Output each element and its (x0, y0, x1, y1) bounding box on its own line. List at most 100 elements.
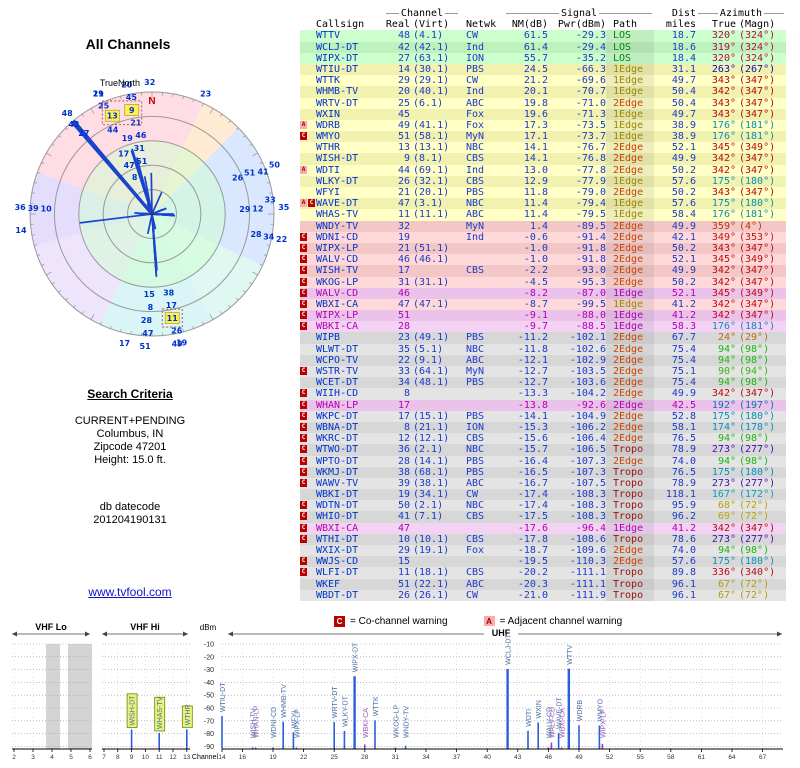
cell-noise-margin: 20.1 (523, 86, 548, 98)
cell-path: Tropo (606, 477, 654, 490)
cell-path: 2Edge (606, 187, 654, 199)
criteria-mode: CURRENT+PENDING (74, 415, 186, 427)
signal-label: WISH-TV (251, 708, 258, 738)
cell-callsign: WCPO-TV (316, 354, 359, 366)
radar-channel-label: 23 (200, 89, 211, 98)
cell-callsign: WKEF (316, 578, 341, 590)
co-channel-badge: C (334, 616, 345, 627)
cell-real-channel: 17 (397, 399, 410, 411)
cell-noise-margin: -0.6 (523, 231, 548, 243)
cell-network: Ind (466, 231, 485, 243)
vhf-hi-band-label: VHF Hi (130, 622, 160, 632)
cell-azimuth-true: 175° (711, 198, 736, 210)
cell-real-channel: 26 (397, 175, 410, 187)
warning-markers: C (300, 288, 316, 299)
cell-network: CBS (466, 153, 485, 165)
cell-azimuth-magnetic: (72°) (739, 511, 770, 523)
table-row: WTTK 29 (29.1) CW 21.2 -69.6 1Edge 49.7 343° (347… (300, 75, 786, 87)
cell-network: ABC (466, 209, 485, 221)
cell-power: -92.6 (575, 399, 606, 411)
channel-tick-label: 34 (422, 754, 430, 761)
cell-virtual-channel: (14.1) (413, 455, 450, 467)
col-header-true: True (711, 19, 736, 31)
cell-miles: 58.3 (671, 321, 696, 333)
table-row: C WLFI-DT 11 (18.1) CBS -20.2 -111.1 Tropo 89.8 3… (300, 567, 786, 579)
co-channel-marker: C (300, 501, 307, 510)
cell-miles: 41.2 (671, 310, 696, 322)
warning-markers: C (300, 556, 316, 567)
cell-power: -96.4 (575, 522, 606, 534)
uhf-band-label: UHF (492, 628, 511, 638)
cell-callsign: WTTK (316, 75, 341, 87)
cell-path: 1Edge (606, 75, 654, 87)
cell-miles: 57.6 (671, 198, 696, 210)
cell-miles: 74.0 (671, 545, 696, 556)
warning-markers: C (300, 500, 316, 511)
page-title: All Channels (85, 36, 171, 52)
table-row: WNDY-TV 32 MyN 1.4 -89.5 2Edge 49.9 359° (4°) (300, 220, 786, 232)
cell-noise-margin: -2.2 (523, 265, 548, 277)
cell-network (460, 277, 504, 288)
channel-tick-label: 43 (514, 754, 522, 761)
cell-noise-margin: -20.3 (517, 578, 548, 590)
table-row: C WIIH-CD 8 -13.3 -104.2 2Edge 49.9 342° (347°) (300, 388, 786, 400)
cell-virtual-channel (410, 400, 460, 411)
radar-channel-label: 17 (166, 301, 177, 310)
cell-azimuth-magnetic: (98°) (739, 343, 770, 355)
svg-text:WBXI-CA: WBXI-CA (560, 708, 567, 738)
cell-path: 2Edge (606, 265, 654, 277)
radar-channel-label: 19 (122, 134, 134, 143)
adjacent-channel-marker: A (300, 165, 307, 174)
cell-noise-margin: -11.2 (517, 332, 548, 344)
signal-label: WMYO (597, 698, 604, 721)
warning-markers (300, 209, 316, 220)
svg-text:WDRB: WDRB (577, 700, 584, 722)
cell-azimuth-true: 342° (711, 164, 736, 176)
cell-callsign: WDTI (316, 164, 341, 176)
cell-azimuth-magnetic: (277°) (739, 444, 776, 456)
radar-channel-label: 39 (28, 204, 40, 213)
cell-azimuth-true: 349° (711, 231, 736, 243)
cell-noise-margin: 13.0 (523, 164, 548, 176)
channel-tick-label: 19 (269, 754, 277, 761)
cell-real-channel: 25 (397, 97, 410, 109)
cell-power: -111.1 (569, 567, 606, 579)
warning-markers: C (300, 277, 316, 288)
cell-azimuth-magnetic: (277°) (739, 533, 776, 545)
cell-callsign: WLKY-DT (316, 175, 359, 187)
cell-network: Ind (466, 41, 485, 53)
table-row: C WTHI-DT 10 (10.1) CBS -17.8 -108.6 Tropo 78.6 2… (300, 533, 786, 545)
cell-power: -110.3 (569, 556, 606, 568)
cell-noise-margin: -14.1 (517, 410, 548, 422)
radar-ring (102, 164, 202, 264)
channel-tick-label: 3 (31, 754, 35, 761)
cell-miles: 96.1 (671, 589, 696, 601)
radar-channel-label: 38 (163, 288, 175, 297)
cell-virtual-channel: (15.1) (413, 410, 450, 422)
radar-channel-label: 26 (232, 174, 244, 183)
warning-markers: C (300, 467, 316, 478)
cell-network: MyN (466, 366, 485, 377)
svg-text:WMYO: WMYO (597, 698, 604, 721)
group-header-azimuth: Azimuth (696, 8, 786, 19)
tvfool-link[interactable]: www.tvfool.com (88, 585, 172, 599)
adjacent-channel-text: = Adjacent channel warning (499, 616, 623, 627)
cell-path: 2Edge (606, 97, 654, 109)
cell-power: -108.6 (569, 533, 606, 545)
channel-tick-label: 55 (637, 754, 645, 761)
cell-miles: 78.6 (671, 533, 696, 545)
cell-callsign: WPTO-DT (316, 455, 359, 467)
cell-noise-margin: -11.8 (517, 343, 548, 355)
cell-miles: 50.2 (671, 187, 696, 198)
table-row: C WKPC-DT 17 (15.1) PBS -14.1 -104.9 2Edge 52.8 1… (300, 410, 786, 422)
svg-text:WHAS-TV: WHAS-TV (157, 696, 164, 729)
cell-path: 2Edge (606, 433, 654, 445)
cell-network: Fox (466, 108, 485, 120)
col-header-netwk: Netwk (466, 19, 497, 31)
cell-noise-margin: 24.5 (523, 63, 548, 75)
radar-channel-label: 33 (265, 195, 276, 204)
cell-noise-margin: -20.2 (517, 567, 548, 579)
criteria-location: Columbus, IN (96, 428, 164, 440)
cell-network: PBS (466, 410, 485, 422)
signal-label: WHMB-TV (281, 684, 288, 718)
